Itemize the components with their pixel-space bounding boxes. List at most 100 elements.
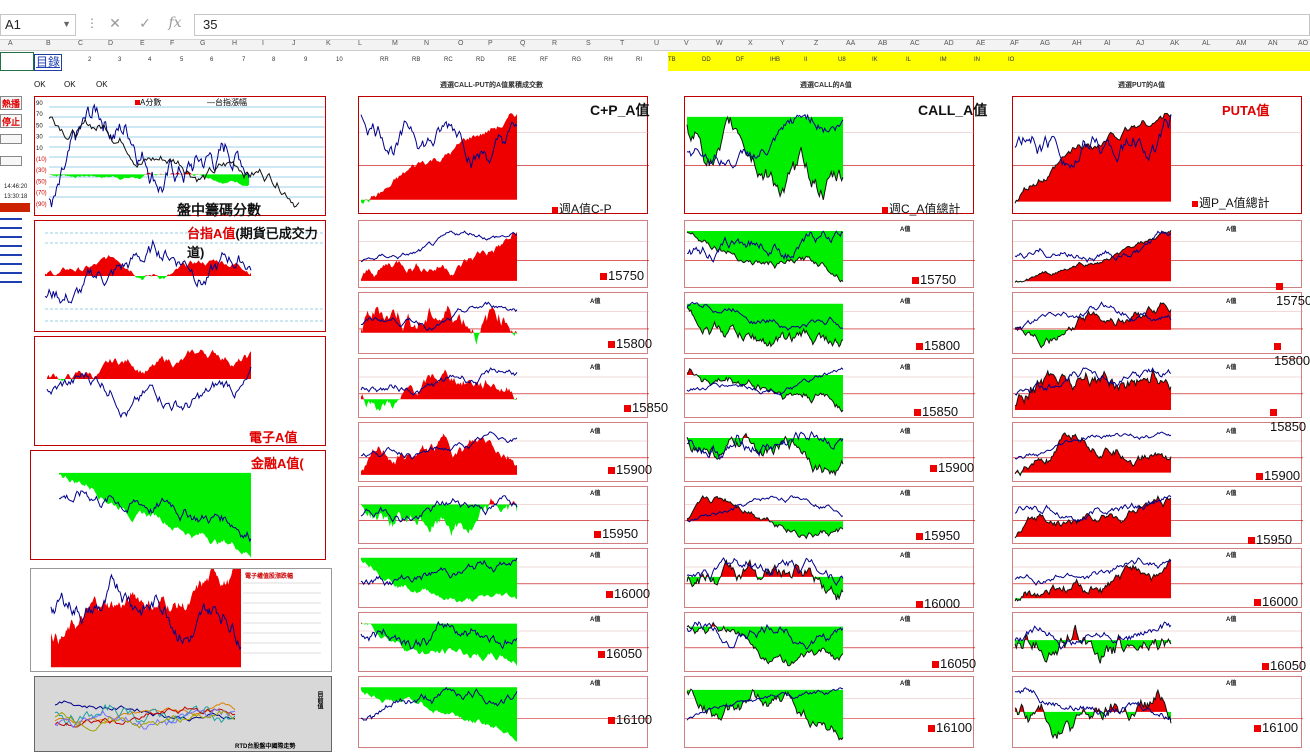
column-header[interactable]: S: [586, 40, 591, 47]
side-link[interactable]: [0, 236, 22, 238]
row2-cell[interactable]: 7: [242, 57, 246, 63]
column-header[interactable]: AA: [846, 40, 856, 47]
row2-cell[interactable]: IHB: [770, 57, 781, 63]
column-header[interactable]: B: [46, 40, 51, 47]
stop-button[interactable]: 停止: [0, 114, 22, 128]
column-header[interactable]: AJ: [1136, 40, 1145, 47]
row2-cell[interactable]: RI: [636, 57, 642, 63]
option-plot: [359, 495, 649, 537]
column-header[interactable]: G: [200, 40, 206, 47]
side-link[interactable]: [0, 227, 22, 229]
row2-cell[interactable]: IL: [906, 57, 912, 63]
column-header[interactable]: AN: [1268, 40, 1278, 47]
column-header[interactable]: AB: [878, 40, 888, 47]
column-header[interactable]: Y: [780, 40, 785, 47]
side-link[interactable]: [0, 263, 22, 265]
column-header[interactable]: I: [262, 40, 264, 47]
column-header[interactable]: AL: [1202, 40, 1211, 47]
insert-function-icon[interactable]: fx: [168, 15, 182, 31]
column-header[interactable]: V: [684, 40, 689, 47]
column-header[interactable]: U: [654, 40, 660, 47]
row2-cell[interactable]: IM: [940, 57, 947, 63]
column-header[interactable]: L: [358, 40, 362, 47]
row2-cell[interactable]: RR: [380, 57, 389, 63]
row2-cell[interactable]: RC: [444, 57, 453, 63]
row2-cell[interactable]: RG: [572, 57, 581, 63]
strike-label: 16100: [1254, 720, 1298, 735]
row2-cell[interactable]: TB: [668, 57, 676, 63]
column-header[interactable]: AK: [1170, 40, 1180, 47]
row2-cell[interactable]: U8: [838, 57, 846, 63]
row2-cell[interactable]: DD: [702, 57, 711, 63]
column-header[interactable]: W: [716, 40, 723, 47]
row2-cell[interactable]: RE: [508, 57, 517, 63]
column-header[interactable]: M: [392, 40, 398, 47]
index-line: [48, 103, 250, 208]
row2-cell[interactable]: IO: [1008, 57, 1015, 63]
side-link[interactable]: [0, 245, 22, 247]
a-value-label: A值: [1226, 681, 1237, 687]
formula-input[interactable]: 35: [194, 14, 1310, 36]
row2-cell[interactable]: 3: [118, 57, 122, 63]
small-button[interactable]: [0, 134, 22, 144]
column-header[interactable]: F: [170, 40, 175, 47]
row2-cell[interactable]: RH: [604, 57, 613, 63]
column-header[interactable]: A: [8, 40, 13, 47]
legend-swatch: [928, 725, 935, 732]
column-header[interactable]: C: [78, 40, 84, 47]
small-button[interactable]: [0, 156, 22, 166]
row2-cell[interactable]: 10: [336, 57, 343, 63]
column-header[interactable]: H: [232, 40, 238, 47]
international-chart: RTD台股盤中國際走勢 目前值: [34, 676, 332, 752]
name-box[interactable]: A1 ▼: [0, 14, 76, 36]
column-header[interactable]: R: [552, 40, 558, 47]
row2-cell[interactable]: 8: [272, 57, 276, 63]
enter-icon[interactable]: ✓: [139, 15, 151, 31]
column-header[interactable]: D: [108, 40, 114, 47]
row2-cell[interactable]: 2: [88, 57, 92, 63]
column-header[interactable]: AD: [944, 40, 954, 47]
row2-cell[interactable]: II: [804, 57, 808, 63]
row2-cell[interactable]: IK: [872, 57, 878, 63]
column-header[interactable]: O: [458, 40, 464, 47]
column-header[interactable]: AI: [1104, 40, 1111, 47]
row2-cell[interactable]: RD: [476, 57, 485, 63]
row2-cell[interactable]: 9: [304, 57, 308, 63]
row2-cell[interactable]: 4: [148, 57, 152, 63]
column-header[interactable]: AM: [1236, 40, 1247, 47]
catalog-link[interactable]: 目錄: [34, 54, 62, 71]
side-link[interactable]: [0, 254, 22, 256]
column-header[interactable]: P: [488, 40, 493, 47]
column-header[interactable]: K: [326, 40, 331, 47]
side-link[interactable]: [0, 218, 22, 220]
chevron-down-icon[interactable]: ▼: [62, 19, 71, 29]
column-header[interactable]: AC: [910, 40, 920, 47]
row2-cell[interactable]: 5: [180, 57, 184, 63]
row2-cell[interactable]: IN: [974, 57, 980, 63]
side-link[interactable]: [0, 281, 22, 283]
column-header[interactable]: AO: [1298, 40, 1309, 47]
cancel-icon[interactable]: ✕: [109, 15, 121, 31]
column-header[interactable]: Q: [520, 40, 526, 47]
column-header[interactable]: AG: [1040, 40, 1051, 47]
legend-swatch: [932, 661, 939, 668]
row2-cell[interactable]: 6: [210, 57, 214, 63]
play-button[interactable]: 熱播: [0, 96, 22, 110]
more-options-icon[interactable]: ⋮: [86, 16, 98, 30]
selected-cell[interactable]: [0, 52, 34, 71]
legend-swatch: [1192, 201, 1198, 207]
column-header[interactable]: N: [424, 40, 430, 47]
column-header[interactable]: AE: [976, 40, 986, 47]
row2-cell[interactable]: RB: [412, 57, 421, 63]
column-header[interactable]: X: [748, 40, 753, 47]
column-header[interactable]: T: [620, 40, 625, 47]
column-header[interactable]: AH: [1072, 40, 1082, 47]
row2-cell[interactable]: DF: [736, 57, 744, 63]
column-header[interactable]: J: [292, 40, 296, 47]
legend-swatch: [1274, 343, 1281, 350]
side-link[interactable]: [0, 272, 22, 274]
column-header[interactable]: E: [140, 40, 145, 47]
row2-cell[interactable]: RF: [540, 57, 548, 63]
column-header[interactable]: AF: [1010, 40, 1019, 47]
column-header[interactable]: Z: [814, 40, 819, 47]
